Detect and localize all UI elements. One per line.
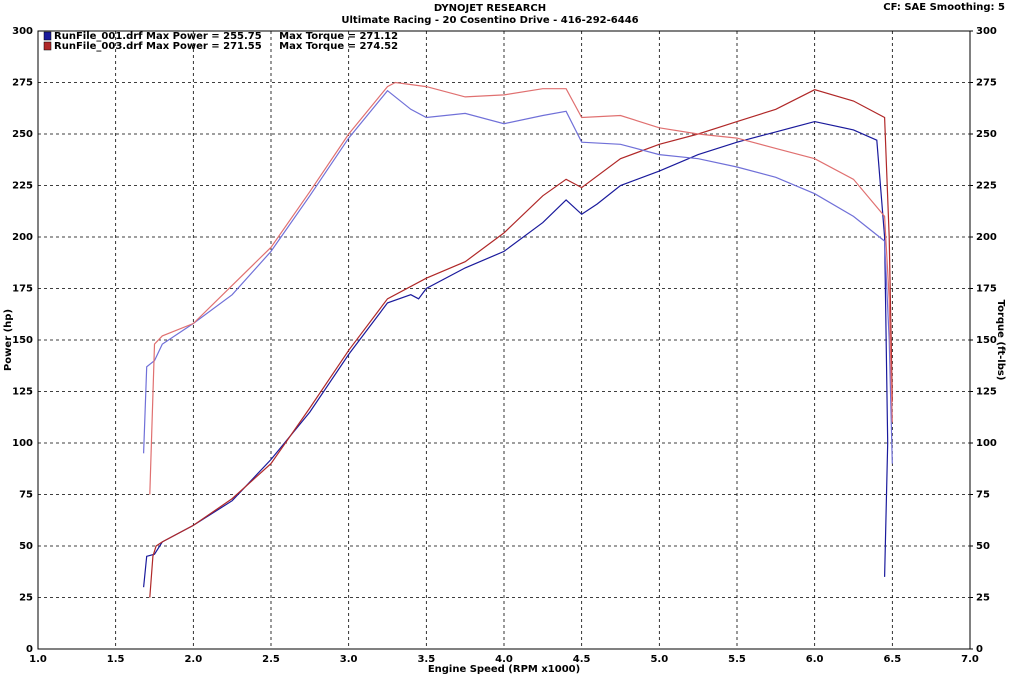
legend-swatch bbox=[43, 41, 52, 51]
legend-swatch bbox=[43, 31, 52, 41]
y2-tick-label: 150 bbox=[976, 335, 997, 346]
y2-tick-label: 125 bbox=[976, 387, 997, 398]
chart-subtitle: Ultimate Racing - 20 Cosentino Drive - 4… bbox=[341, 15, 638, 26]
x-tick-label: 6.0 bbox=[806, 654, 824, 665]
y-tick-label: 250 bbox=[12, 129, 33, 140]
y-tick-label: 225 bbox=[12, 181, 33, 192]
series-line bbox=[143, 120, 889, 588]
y-tick-label: 200 bbox=[12, 232, 33, 243]
y2-tick-label: 100 bbox=[976, 438, 997, 449]
y-tick-label: 300 bbox=[12, 26, 33, 37]
x-tick-label: 6.5 bbox=[883, 654, 901, 665]
x-tick-label: 3.0 bbox=[340, 654, 358, 665]
x-tick-label: 4.0 bbox=[495, 654, 513, 665]
legend-label: RunFile_003.drf Max Power = 271.55 Max T… bbox=[54, 41, 398, 52]
y-tick-label: 175 bbox=[12, 284, 33, 295]
y2-tick-label: 25 bbox=[976, 593, 990, 604]
y-tick-label: 125 bbox=[12, 387, 33, 398]
y-tick-label: 150 bbox=[12, 335, 33, 346]
x-tick-label: 5.0 bbox=[650, 654, 668, 665]
y2-axis-title: Torque (ft-lbs) bbox=[995, 300, 1006, 381]
y2-tick-label: 75 bbox=[976, 490, 990, 501]
y-tick-label: 275 bbox=[12, 78, 33, 89]
y-tick-label: 50 bbox=[19, 541, 33, 552]
x-tick-label: 1.5 bbox=[107, 654, 125, 665]
x-tick-label: 2.5 bbox=[262, 654, 280, 665]
y2-tick-label: 175 bbox=[976, 284, 997, 295]
x-tick-label: 1.0 bbox=[29, 654, 47, 665]
series-line bbox=[149, 81, 893, 495]
y2-tick-label: 200 bbox=[976, 232, 997, 243]
y-axis-title: Power (hp) bbox=[3, 309, 14, 371]
x-tick-label: 2.0 bbox=[184, 654, 202, 665]
x-axis-title: Engine Speed (RPM x1000) bbox=[428, 664, 580, 675]
y-tick-label: 75 bbox=[19, 490, 33, 501]
x-tick-label: 3.5 bbox=[417, 654, 435, 665]
y-tick-label: 25 bbox=[19, 593, 33, 604]
legend-label: RunFile_001.drf Max Power = 255.75 Max T… bbox=[54, 31, 398, 42]
x-tick-label: 7.0 bbox=[961, 654, 979, 665]
series-line bbox=[143, 89, 893, 464]
corner-note: CF: SAE Smoothing: 5 bbox=[883, 2, 1005, 13]
y2-tick-label: 225 bbox=[976, 181, 997, 192]
y2-tick-label: 275 bbox=[976, 78, 997, 89]
y2-tick-label: 300 bbox=[976, 26, 997, 37]
chart-title: DYNOJET RESEARCH bbox=[434, 3, 546, 14]
y-tick-label: 0 bbox=[26, 644, 33, 655]
y2-tick-label: 0 bbox=[976, 644, 983, 655]
y2-tick-label: 250 bbox=[976, 129, 997, 140]
y2-tick-label: 50 bbox=[976, 541, 990, 552]
x-tick-label: 4.5 bbox=[573, 654, 591, 665]
series-line bbox=[149, 89, 893, 598]
y-tick-label: 100 bbox=[12, 438, 33, 449]
x-tick-label: 5.5 bbox=[728, 654, 746, 665]
